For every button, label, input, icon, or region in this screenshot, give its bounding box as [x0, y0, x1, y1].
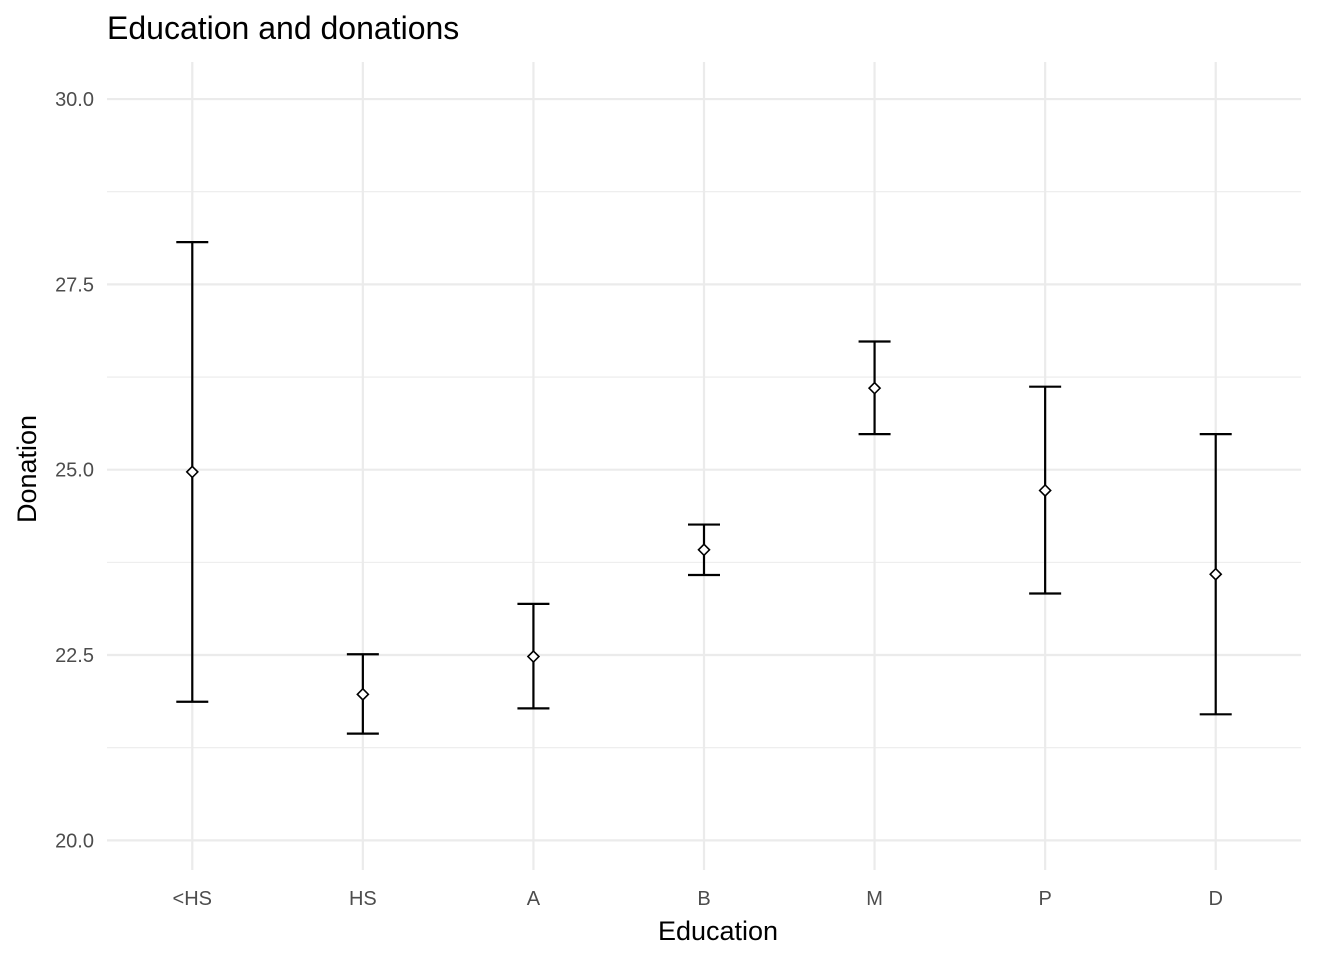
grid-layer: [107, 62, 1301, 870]
mean-point: [1209, 567, 1223, 581]
marks-layer: [176, 241, 1232, 735]
x-tick-label: HS: [349, 888, 377, 910]
errorbar-group: [176, 241, 209, 703]
x-tick-label: <HS: [173, 888, 212, 910]
x-axis-title: Education: [658, 916, 778, 946]
errorbar-group: [346, 653, 379, 735]
mean-point: [185, 465, 199, 479]
mean-point: [356, 687, 370, 701]
y-axis-title: Donation: [12, 415, 42, 523]
x-tick-label: B: [697, 888, 710, 910]
x-tick-label: A: [527, 888, 541, 910]
y-tick-label: 20.0: [55, 830, 94, 852]
errorbar-group: [688, 523, 720, 577]
x-tick-label: D: [1208, 888, 1222, 910]
chart-title: Education and donations: [107, 10, 459, 46]
x-tick-label: M: [866, 888, 883, 910]
errorbar-group: [517, 602, 550, 710]
mean-point: [1038, 483, 1052, 498]
errorbar-group: [1029, 385, 1062, 595]
y-tick-label: 27.5: [55, 274, 94, 296]
y-tick-label: 30.0: [55, 89, 94, 111]
errorbar-group: [858, 340, 891, 436]
y-tick-label: 25.0: [55, 460, 94, 482]
errorbar-group: [1199, 433, 1232, 716]
mean-point: [526, 649, 541, 664]
mean-point: [697, 543, 711, 557]
x-tick-label: P: [1038, 888, 1051, 910]
y-tick-label: 22.5: [55, 645, 94, 667]
mean-point: [867, 381, 882, 395]
axis-layer: 20.0 22.5 25.0 27.5 30.0 <HS HS A B M P D: [55, 89, 1223, 910]
